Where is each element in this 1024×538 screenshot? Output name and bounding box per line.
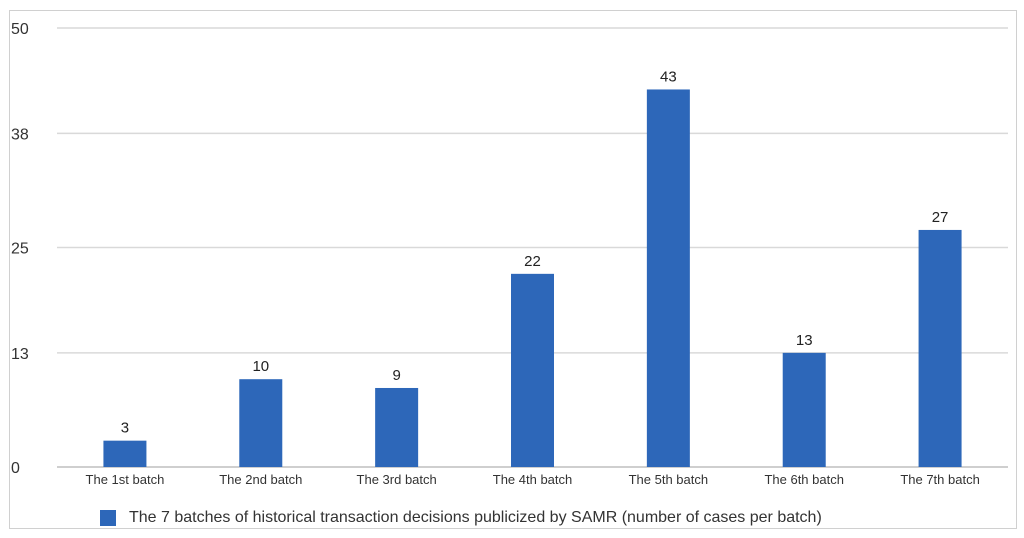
gridlines [57,27,1008,468]
x-tick-label: The 1st batch [86,472,165,487]
data-labels: 3 10 9 22 43 13 27 [121,68,949,436]
x-tick-label: The 3rd batch [357,472,437,487]
bar [375,387,419,467]
y-tick-label: 0 [11,460,20,477]
bar [239,379,283,467]
x-tick-label: The 2nd batch [219,472,302,487]
x-tick-label: The 5th batch [629,472,709,487]
x-axis-categories: The 1st batch The 2nd batch The 3rd batch T… [86,472,980,487]
data-label: 13 [796,332,813,349]
y-tick-label: 38 [11,126,29,143]
y-tick-label: 50 [11,21,29,38]
bar [918,229,962,467]
data-label: 10 [252,358,269,375]
x-tick-label: The 6th batch [764,472,844,487]
bars [103,89,962,468]
y-tick-label: 13 [11,346,29,363]
x-tick-label: The 4th batch [493,472,573,487]
data-label: 22 [524,253,541,270]
y-tick-label: 25 [11,241,29,258]
legend: The 7 batches of historical transaction … [100,508,822,528]
data-label: 9 [392,367,400,384]
chart-frame [9,10,1017,529]
y-axis-ticks: 0 13 25 38 50 [11,21,29,477]
bar [782,352,826,467]
x-tick-label: The 7th batch [900,472,980,487]
bar [646,89,690,468]
data-label: 43 [660,68,677,85]
legend-label: The 7 batches of historical transaction … [129,509,822,526]
data-label: 3 [121,420,129,437]
data-label: 27 [932,209,949,226]
legend-swatch [100,510,116,526]
bar [103,440,147,467]
bar [511,273,554,467]
